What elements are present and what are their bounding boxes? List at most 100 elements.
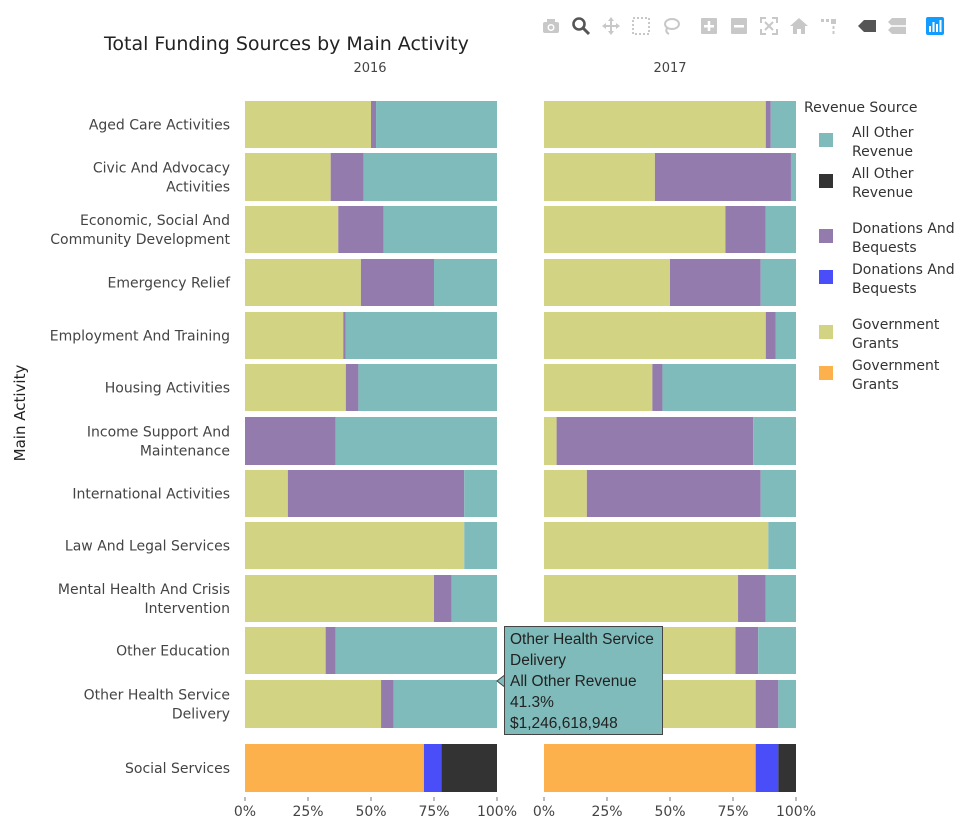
legend-item-government-grants-6[interactable]: Government Grants [804,357,976,398]
tooltip-amount: $1,246,618,948 [510,715,618,732]
bar-2017-mental-health-and-crisis-intervention-government-grants-main[interactable] [544,575,739,622]
bar-2017-mental-health-and-crisis-intervention-all-other-revenue-main[interactable] [765,575,796,622]
bar-2017-housing-activities-donations-and-bequests-main[interactable] [652,364,663,411]
reset-axes-button[interactable] [784,14,814,38]
bar-2017-other-education-donations-and-bequests-main[interactable] [735,627,759,674]
bar-2016-employment-and-training-government-grants-main[interactable] [245,312,344,359]
zoom-in-button[interactable] [694,14,724,38]
bar-2017-aged-care-activities-all-other-revenue-main[interactable] [770,101,796,148]
bar-2017-employment-and-training-all-other-revenue-main[interactable] [775,312,796,359]
legend-item-government-grants-5[interactable]: Government Grants [804,316,976,357]
bar-2017-aged-care-activities-government-grants-main[interactable] [544,101,766,148]
bar-2016-other-education-all-other-revenue-main[interactable] [335,627,497,674]
x-tick-label-2017-0: 0% [533,804,555,820]
bar-2017-emergency-relief-donations-and-bequests-main[interactable] [670,259,761,306]
legend-item-donations-and-bequests-4[interactable]: Donations And Bequests [804,261,976,302]
bar-2017-economic-social-and-community-development-government-grants-main[interactable] [544,206,726,253]
bar-2016-international-activities-all-other-revenue-main[interactable] [464,470,497,517]
bar-2017-housing-activities-government-grants-main[interactable] [544,364,653,411]
bar-2017-economic-social-and-community-development-donations-and-bequests-main[interactable] [725,206,766,253]
bar-2016-economic-social-and-community-development-government-grants-main[interactable] [245,206,339,253]
bar-2017-income-support-and-maintenance-government-grants-main[interactable] [544,417,557,465]
bar-2016-civic-and-advocacy-activities-government-grants-main[interactable] [245,153,331,201]
bar-2016-other-health-service-delivery-donations-and-bequests-main[interactable] [381,680,394,728]
bar-2016-housing-activities-all-other-revenue-main[interactable] [358,364,497,411]
chart-title: Total Funding Sources by Main Activity [104,33,469,55]
legend-items: All Other Revenue All Other Revenue Donation… [804,124,976,398]
bar-2016-housing-activities-government-grants-main[interactable] [245,364,346,411]
bar-2016-emergency-relief-all-other-revenue-main[interactable] [434,259,497,306]
legend-item-all-other-revenue-2[interactable]: All Other Revenue [804,165,976,206]
camera-button[interactable] [536,14,566,38]
bar-2016-other-health-service-delivery-all-other-revenue-main[interactable] [393,680,497,728]
legend-swatch [819,325,833,339]
bar-2017-employment-and-training-government-grants-main[interactable] [544,312,766,359]
bar-2017-housing-activities-all-other-revenue-main[interactable] [662,364,796,411]
bar-2016-international-activities-donations-and-bequests-main[interactable] [287,470,465,517]
bar-2016-other-education-government-grants-main[interactable] [245,627,326,674]
bar-2017-international-activities-government-grants-main[interactable] [544,470,587,517]
bar-2016-employment-and-training-all-other-revenue-main[interactable] [345,312,497,359]
bar-2016-social-services-government-grants-social[interactable] [245,744,424,792]
bar-2016-civic-and-advocacy-activities-all-other-revenue-main[interactable] [363,153,497,201]
bar-2017-other-health-service-delivery-donations-and-bequests-main[interactable] [755,680,779,728]
bar-2016-other-health-service-delivery-government-grants-main[interactable] [245,680,382,728]
bar-2016-other-education-donations-and-bequests-main[interactable] [325,627,336,674]
zoom-button[interactable] [566,14,596,38]
bar-2017-civic-and-advocacy-activities-government-grants-main[interactable] [544,153,655,201]
bar-2016-law-and-legal-services-all-other-revenue-main[interactable] [464,522,497,569]
bar-2017-other-health-service-delivery-all-other-revenue-main[interactable] [778,680,796,728]
spike-lines-button[interactable] [814,14,844,38]
bar-2017-social-services-donations-and-bequests-social[interactable] [755,744,779,792]
bar-2016-income-support-and-maintenance-donations-and-bequests-main[interactable] [245,417,336,465]
bar-2017-civic-and-advocacy-activities-donations-and-bequests-main[interactable] [654,153,791,201]
bar-2017-employment-and-training-donations-and-bequests-main[interactable] [765,312,776,359]
bar-2017-mental-health-and-crisis-intervention-donations-and-bequests-main[interactable] [738,575,766,622]
bar-2016-aged-care-activities-all-other-revenue-main[interactable] [376,101,497,148]
bar-2016-mental-health-and-crisis-intervention-all-other-revenue-main[interactable] [451,575,497,622]
bar-2016-aged-care-activities-donations-and-bequests-main[interactable] [371,101,377,148]
pan-button[interactable] [596,14,626,38]
camera-icon [543,19,559,33]
bar-2016-aged-care-activities-government-grants-main[interactable] [245,101,371,148]
bar-2017-aged-care-activities-donations-and-bequests-main[interactable] [765,101,771,148]
bar-2017-social-services-government-grants-social[interactable] [544,744,756,792]
bar-2016-social-services-donations-and-bequests-social[interactable] [423,744,442,792]
bar-2017-civic-and-advocacy-activities-all-other-revenue-main[interactable] [790,153,796,201]
y-tick-label-housing-activities: Housing Activities [105,381,230,397]
bar-2016-economic-social-and-community-development-donations-and-bequests-main[interactable] [338,206,384,253]
bar-2017-income-support-and-maintenance-donations-and-bequests-main[interactable] [556,417,754,465]
box-select-button[interactable] [626,14,656,38]
bar-2016-housing-activities-donations-and-bequests-main[interactable] [345,364,359,411]
bar-2017-international-activities-donations-and-bequests-main[interactable] [586,470,761,517]
bar-2017-law-and-legal-services-government-grants-main[interactable] [544,522,769,569]
bar-2016-economic-social-and-community-development-all-other-revenue-main[interactable] [383,206,497,253]
legend-item-all-other-revenue-1[interactable]: All Other Revenue [804,124,976,165]
bar-2017-international-activities-all-other-revenue-main[interactable] [760,470,796,517]
bar-2016-civic-and-advocacy-activities-donations-and-bequests-main[interactable] [330,153,364,201]
bar-2016-income-support-and-maintenance-all-other-revenue-main[interactable] [335,417,497,465]
hover-compare-button[interactable] [882,14,912,38]
bar-2016-law-and-legal-services-government-grants-main[interactable] [245,522,465,569]
bar-2016-international-activities-government-grants-main[interactable] [245,470,288,517]
hover-closest-button[interactable] [852,14,882,38]
bar-2016-mental-health-and-crisis-intervention-donations-and-bequests-main[interactable] [434,575,452,622]
bar-2016-emergency-relief-government-grants-main[interactable] [245,259,361,306]
bar-2017-income-support-and-maintenance-all-other-revenue-main[interactable] [753,417,796,465]
plotly-logo-button[interactable] [920,14,950,38]
bar-2017-social-services-all-other-revenue-social[interactable] [778,744,796,792]
bar-2017-emergency-relief-government-grants-main[interactable] [544,259,670,306]
bar-2016-mental-health-and-crisis-intervention-government-grants-main[interactable] [245,575,434,622]
zoom-out-button[interactable] [724,14,754,38]
legend-item-donations-and-bequests-3[interactable]: Donations And Bequests [804,220,976,261]
bar-2017-emergency-relief-all-other-revenue-main[interactable] [760,259,796,306]
bar-2016-emergency-relief-donations-and-bequests-main[interactable] [360,259,434,306]
bar-2016-employment-and-training-donations-and-bequests-main[interactable] [343,312,346,359]
bar-2017-law-and-legal-services-all-other-revenue-main[interactable] [768,522,796,569]
bar-2017-other-education-all-other-revenue-main[interactable] [758,627,796,674]
lasso-select-button[interactable] [656,14,686,38]
bar-2016-social-services-all-other-revenue-social[interactable] [441,744,497,792]
autoscale-button[interactable] [754,14,784,38]
bar-2017-economic-social-and-community-development-all-other-revenue-main[interactable] [765,206,796,253]
